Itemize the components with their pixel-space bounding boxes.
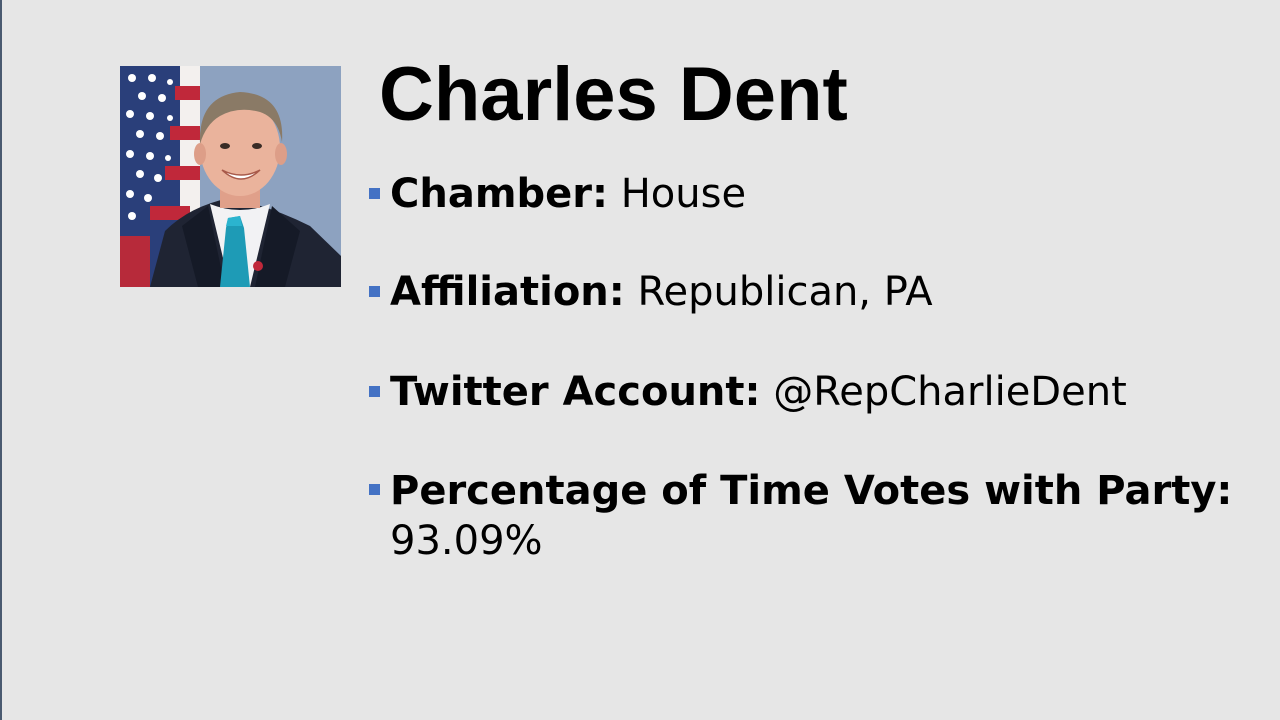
portrait-illustration (120, 66, 341, 287)
list-item-value: Republican, PA (637, 269, 933, 315)
bullet-square-icon (369, 188, 380, 199)
list-item-text: Chamber: House (390, 170, 1240, 218)
list-item-text: Twitter Account: @RepCharlieDent (390, 368, 1240, 416)
list-item-label: Affiliation: (390, 269, 625, 315)
portrait-photo (120, 66, 341, 287)
list-item-label: Percentage of Time Votes with Party: (390, 468, 1233, 514)
list-item-text: Affiliation: Republican, PA (390, 268, 1240, 316)
bullet-square-icon (369, 484, 380, 495)
list-item-value: @RepCharlieDent (773, 369, 1127, 415)
flag-image (120, 66, 200, 287)
bullet-square-icon (369, 286, 380, 297)
list-item-label: Chamber: (390, 171, 608, 217)
slide-left-border (0, 0, 2, 720)
page-title: Charles Dent (379, 52, 848, 137)
list-item-text: Percentage of Time Votes with Party: 93.0… (390, 466, 1240, 566)
list-item-value: House (620, 171, 747, 217)
list-item-value: 93.09% (390, 518, 543, 564)
bullet-square-icon (369, 386, 380, 397)
list-item-label: Twitter Account: (390, 369, 761, 415)
